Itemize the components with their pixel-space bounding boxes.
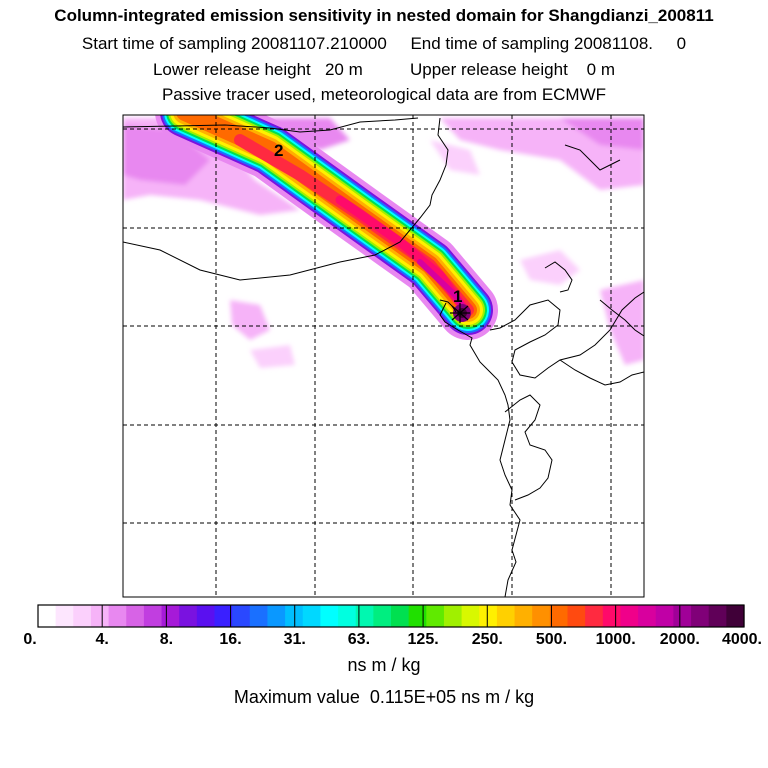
colorbar-cell xyxy=(355,605,374,627)
colorbar-cell xyxy=(214,605,233,627)
colorbar-tick-label: 31. xyxy=(284,631,306,648)
colorbar-cell xyxy=(338,605,357,627)
colorbar-cell xyxy=(90,605,110,627)
chart-title: Column-integrated emission sensitivity i… xyxy=(54,6,714,25)
colorbar-cell xyxy=(461,605,480,627)
colorbar-cell xyxy=(708,605,727,627)
colorbar-cell xyxy=(126,605,145,627)
colorbar-cell xyxy=(38,605,57,627)
colorbar-cell xyxy=(638,605,657,627)
colorbar-cell xyxy=(373,605,392,627)
colorbar-cell xyxy=(302,605,321,627)
colorbar-tick-label: 4. xyxy=(96,631,109,648)
colorbar-cell xyxy=(55,605,74,627)
colorbar-cell xyxy=(320,605,339,627)
colorbar-cell xyxy=(108,605,127,627)
colorbar-cell xyxy=(391,605,410,627)
colorbar-cell xyxy=(496,605,516,627)
colorbar-cell xyxy=(285,605,304,627)
colorbar-cell xyxy=(567,605,586,627)
colorbar-tick-label: 2000. xyxy=(660,631,700,648)
colorbar-cell xyxy=(408,605,427,627)
colorbar-cell xyxy=(691,605,710,627)
colorbar-cell xyxy=(161,605,180,627)
colorbar-cell xyxy=(602,605,622,627)
maximum-value: Maximum value 0.115E+05 ns m / kg xyxy=(233,687,535,707)
colorbar-cell xyxy=(196,605,216,627)
colorbar-cell xyxy=(426,605,445,627)
colorbar-tick-label: 8. xyxy=(160,631,173,648)
colorbar-tick-label: 250. xyxy=(472,631,503,648)
tracer-note: Passive tracer used, meteorological data… xyxy=(161,85,607,104)
colorbar-cell xyxy=(267,605,286,627)
colorbar-units: ns m / kg xyxy=(347,655,421,675)
colorbar-tick-label: 0. xyxy=(23,631,36,648)
low-sensitivity-patches xyxy=(123,118,644,368)
colorbar-cell xyxy=(479,605,498,627)
colorbar-cell xyxy=(232,605,251,627)
colorbar-tick-label: 63. xyxy=(348,631,370,648)
colorbar-cell xyxy=(655,605,674,627)
colorbar-tick-label: 4000. xyxy=(722,631,762,648)
colorbar-cells xyxy=(38,605,745,627)
colorbar-tick-label: 125. xyxy=(408,631,439,648)
station-star-icon xyxy=(450,303,470,323)
colorbar-tick-label: 500. xyxy=(536,631,567,648)
colorbar-cell xyxy=(73,605,92,627)
colorbar: 0. 4. 8. 16. 31. 63. 125. 250. 500. 1000. 2000. 400… xyxy=(23,604,762,648)
colorbar-cell xyxy=(249,605,269,627)
marker-1: 1 xyxy=(453,287,462,306)
colorbar-cell xyxy=(179,605,198,627)
colorbar-cell xyxy=(673,605,692,627)
colorbar-tick-labels: 0. 4. 8. 16. 31. 63. 125. 250. 500. 1000. 2000. 400… xyxy=(23,631,762,648)
sampling-times: Start time of sampling 20081107.210000 E… xyxy=(81,34,687,53)
colorbar-cell xyxy=(585,605,604,627)
colorbar-cell xyxy=(143,605,163,627)
colorbar-cell xyxy=(620,605,639,627)
colorbar-cell xyxy=(726,605,745,627)
colorbar-tick-label: 1000. xyxy=(596,631,636,648)
colorbar-tick-label: 16. xyxy=(219,631,241,648)
release-heights: Lower release height 20 m Upper release … xyxy=(152,60,616,79)
lat-lon-grid xyxy=(123,115,644,597)
colorbar-cell xyxy=(549,605,569,627)
colorbar-frame xyxy=(37,604,745,628)
colorbar-cell xyxy=(532,605,551,627)
colorbar-cell xyxy=(514,605,533,627)
map-frame xyxy=(122,114,645,598)
sensitivity-field xyxy=(123,115,644,597)
marker-2: 2 xyxy=(274,141,283,160)
plume xyxy=(155,115,498,340)
colorbar-cell xyxy=(443,605,463,627)
